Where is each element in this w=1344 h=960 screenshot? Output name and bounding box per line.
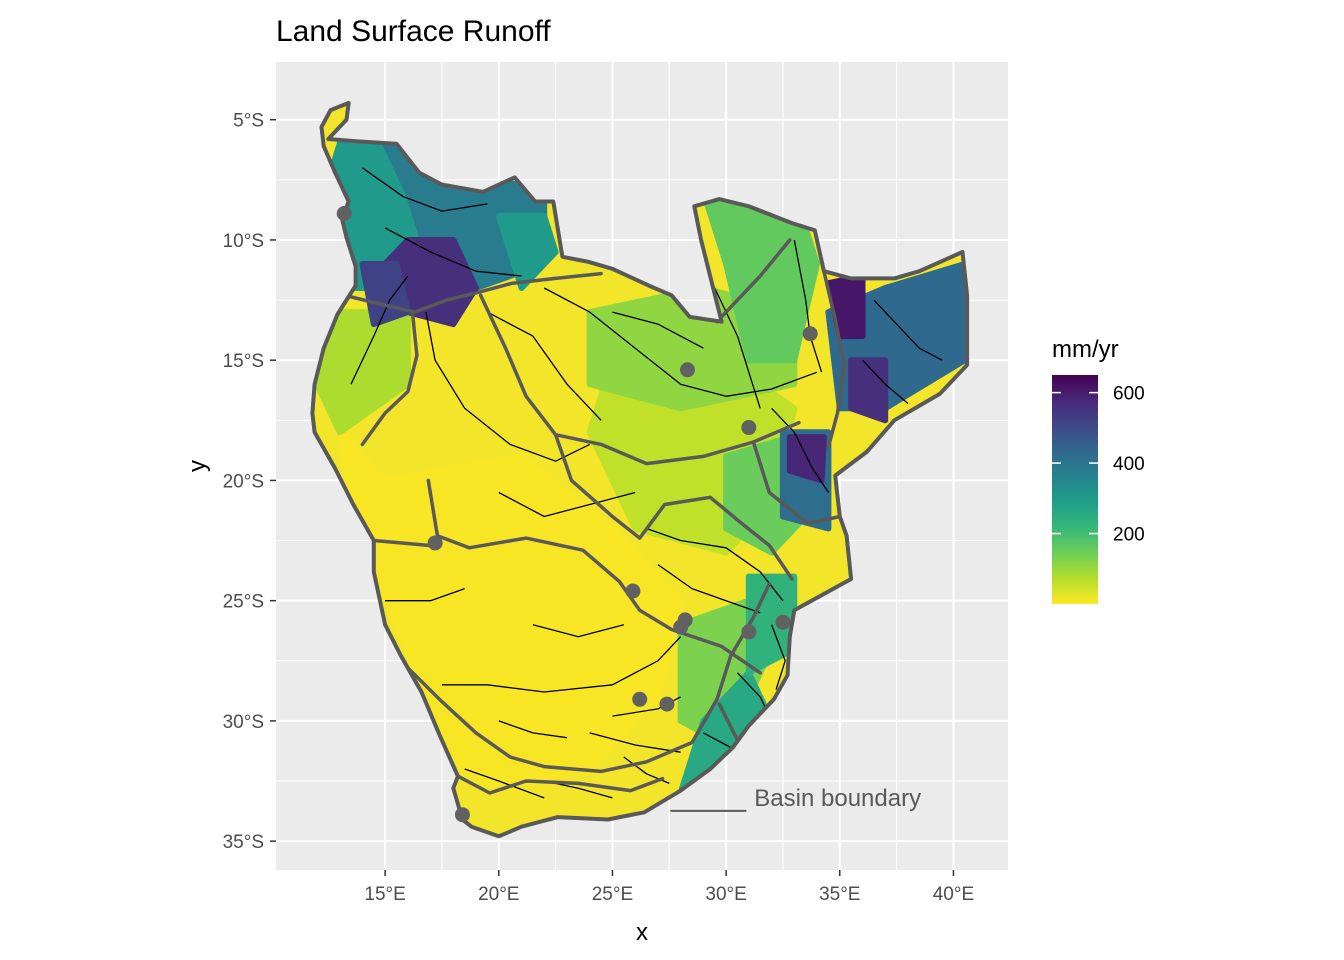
river-line (442, 636, 682, 693)
river-line (362, 167, 488, 212)
legend-ticks: 600 400 200 (1052, 384, 1145, 546)
legend-break-label: 400 (1113, 454, 1145, 475)
basin-boundary-line (751, 440, 842, 526)
river-line (646, 527, 784, 602)
basin-boundary-line (406, 582, 772, 774)
legend: mm/yr 600 400 200 (1052, 336, 1145, 604)
gauge-point (741, 420, 757, 436)
gauge-point (625, 583, 641, 599)
basin-boundary-line (822, 269, 847, 449)
y-tick-label: 5°S (233, 111, 264, 132)
river-line (498, 491, 636, 518)
legend-title: mm/yr (1052, 336, 1119, 363)
basin-boundary-line (426, 478, 762, 675)
river-line (385, 587, 465, 602)
gauge-point (454, 807, 470, 823)
river-line (771, 407, 829, 493)
river-line (487, 311, 602, 421)
river-line (873, 299, 943, 361)
y-tick-label: 30°S (223, 712, 264, 733)
river-line (612, 311, 704, 349)
outer-basin-boundary (310, 100, 970, 839)
river-line (532, 624, 624, 638)
legend-break-label: 600 (1113, 384, 1145, 405)
x-tick-label: 30°E (705, 884, 746, 905)
basin-boundary-annotation: Basin boundary (670, 785, 921, 812)
gauge-point (673, 619, 689, 635)
basin-boundary-line (715, 238, 792, 324)
basin-boundary-line (372, 538, 431, 548)
y-axis-title: y (184, 460, 211, 472)
basin-boundary-line (360, 310, 419, 447)
gauge-point (679, 362, 695, 378)
runoff-zone (786, 434, 827, 484)
river-line (464, 768, 545, 799)
basin-boundary-line (553, 432, 794, 581)
gauge-point (802, 326, 818, 342)
runoff-zone (848, 357, 889, 424)
x-tick-label: 25°E (592, 884, 633, 905)
runoff-zone (359, 261, 411, 328)
x-axis-title: x (636, 919, 648, 946)
basin-boundary-line (456, 774, 665, 795)
gauge-points (336, 206, 818, 823)
river-line (793, 239, 823, 373)
y-tick-label: 25°S (223, 592, 264, 613)
y-tick-label: 10°S (223, 231, 264, 252)
gauge-point (336, 206, 352, 221)
x-tick-label: 40°E (933, 884, 974, 905)
x-axis: 15°E 20°E 25°E 30°E 35°E 40°E (364, 870, 974, 905)
x-tick-label: 20°E (478, 884, 519, 905)
river-line (384, 227, 522, 277)
y-tick-label: 15°S (223, 351, 264, 372)
gauge-point (427, 535, 443, 551)
x-tick-label: 35°E (819, 884, 860, 905)
gauge-point (659, 696, 675, 712)
river-line (657, 564, 761, 614)
annotation-label: Basin boundary (754, 785, 921, 812)
basin-boundaries (333, 238, 847, 795)
river-line (589, 732, 681, 753)
river-line (543, 287, 818, 397)
y-tick-label: 20°S (223, 471, 264, 492)
legend-break-label: 200 (1113, 525, 1145, 546)
y-tick-label: 35°S (223, 832, 264, 853)
y-axis: 5°S 10°S 15°S 20°S 25°S 30°S 35°S (223, 111, 276, 853)
river-line (862, 359, 909, 404)
x-tick-label: 15°E (364, 884, 405, 905)
gauge-point (741, 624, 757, 640)
river-line (498, 720, 568, 739)
runoff-zone (495, 212, 559, 291)
basin-boundary-line (333, 271, 603, 314)
chart-title: Land Surface Runoff (276, 15, 551, 48)
gauge-point (632, 691, 648, 707)
gauge-point (775, 614, 791, 630)
river-line (350, 275, 409, 385)
basin-boundary-line (717, 702, 740, 742)
map-layer (310, 100, 970, 839)
river-line (770, 624, 786, 690)
basin-boundary-line (478, 293, 801, 466)
legend-colorbar (1052, 375, 1098, 604)
river-line (425, 311, 590, 462)
